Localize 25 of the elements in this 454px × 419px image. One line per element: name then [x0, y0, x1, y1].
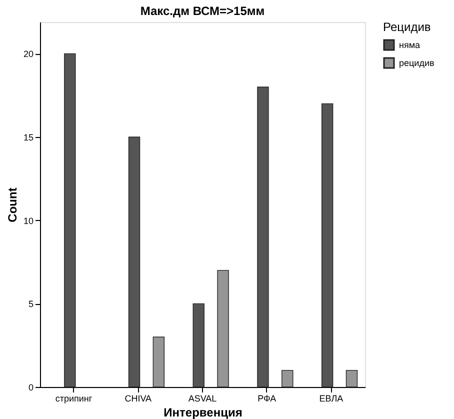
- x-tick-label: ASVAL: [188, 394, 217, 404]
- x-tick-label: ЕВЛА: [319, 394, 344, 404]
- y-axis-title: Count: [5, 188, 20, 222]
- x-tick-label: РФА: [258, 394, 276, 404]
- bar: [128, 136, 140, 388]
- bar: [257, 86, 269, 388]
- bar: [152, 336, 165, 388]
- x-tick-label: CHIVA: [124, 394, 152, 404]
- legend-label: няма: [399, 40, 420, 50]
- y-tick-label: 5: [28, 299, 34, 310]
- bar: [64, 53, 76, 388]
- bar: [346, 370, 358, 388]
- y-tick-label: 15: [23, 132, 34, 142]
- y-tick-label: 0: [28, 382, 34, 392]
- chart-title: Макс.дм ВСМ=>15мм: [140, 4, 265, 18]
- bar: [282, 370, 294, 388]
- legend-label: рецидив: [399, 58, 434, 68]
- bar: [192, 303, 204, 388]
- y-tick-label: 20: [23, 49, 34, 60]
- x-tick-label: стрипинг: [55, 394, 93, 404]
- legend-title: Рецидив: [383, 20, 431, 34]
- bar: [321, 103, 334, 388]
- bar: [217, 270, 229, 388]
- x-axis-title: Интервенция: [164, 406, 242, 419]
- y-tick-label: 10: [23, 216, 34, 226]
